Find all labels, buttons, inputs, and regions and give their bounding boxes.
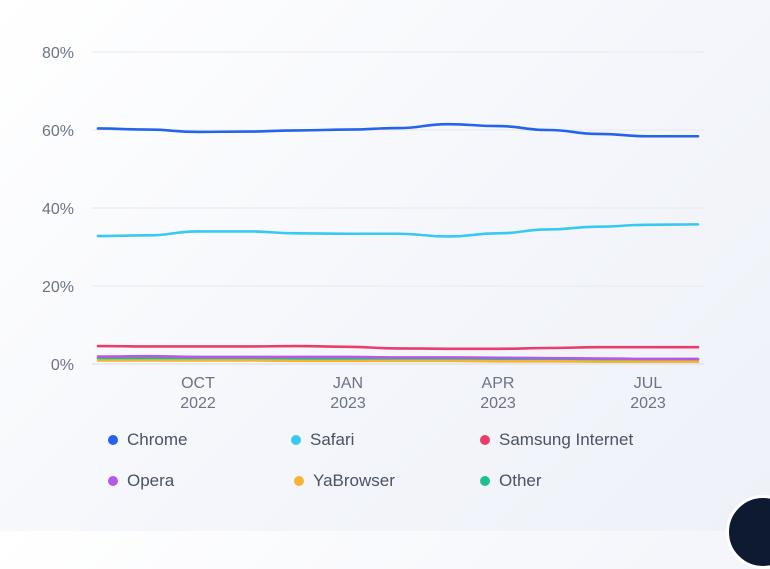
legend-item-other[interactable]: Other <box>480 471 542 491</box>
series-line-opera[interactable] <box>96 354 700 361</box>
series-line-yabrowser[interactable] <box>96 359 700 363</box>
x-tick-label-year: 2023 <box>480 395 516 412</box>
x-tick-label-month: JAN <box>333 375 363 392</box>
y-tick-label: 80% <box>42 45 74 62</box>
legend-item-opera[interactable]: Opera <box>108 471 174 491</box>
legend-dot-icon <box>108 435 118 445</box>
y-tick-label: 0% <box>51 357 74 374</box>
x-tick-label-month: JUL <box>634 375 663 392</box>
x-tick-label-month: OCT <box>181 375 215 392</box>
gridlines <box>92 51 704 365</box>
x-tick-label-year: 2023 <box>630 395 666 412</box>
legend-item-safari[interactable]: Safari <box>291 430 354 450</box>
legend-label: YaBrowser <box>313 471 395 490</box>
legend-label: Safari <box>310 430 355 449</box>
legend-label: Samsung Internet <box>499 430 634 449</box>
legend-item-samsung-internet[interactable]: Samsung Internet <box>480 430 633 450</box>
legend-dot-icon <box>480 476 490 486</box>
line-chart: 0% 20% 40% 60% 80% OCT 2022 JAN 2023 APR 2023 JUL 2… <box>42 45 704 412</box>
y-tick-label: 20% <box>42 279 74 296</box>
x-tick-label-year: 2023 <box>330 395 366 412</box>
series-lines <box>96 122 700 363</box>
legend-label: Other <box>499 471 542 490</box>
legend-label: Opera <box>127 471 175 490</box>
legend-dot-icon <box>291 435 301 445</box>
x-axis: OCT 2022 JAN 2023 APR 2023 JUL 2023 <box>180 375 666 412</box>
series-line-chrome[interactable] <box>96 122 700 138</box>
legend-dot-icon <box>480 435 490 445</box>
legend-dot-icon <box>108 476 118 486</box>
legend-label: Chrome <box>127 430 188 449</box>
legend-dot-icon <box>294 476 304 486</box>
x-tick-label-year: 2022 <box>180 395 216 412</box>
chat-launcher-button[interactable] <box>726 495 770 569</box>
y-tick-label: 60% <box>42 123 74 140</box>
x-tick-label-month: APR <box>482 375 515 392</box>
series-line-safari[interactable] <box>96 223 700 238</box>
series-line-samsung-internet[interactable] <box>96 344 700 351</box>
y-axis: 0% 20% 40% 60% 80% <box>42 45 74 374</box>
y-tick-label: 40% <box>42 201 74 218</box>
legend-item-yabrowser[interactable]: YaBrowser <box>294 471 395 491</box>
legend-item-chrome[interactable]: Chrome <box>108 430 187 450</box>
